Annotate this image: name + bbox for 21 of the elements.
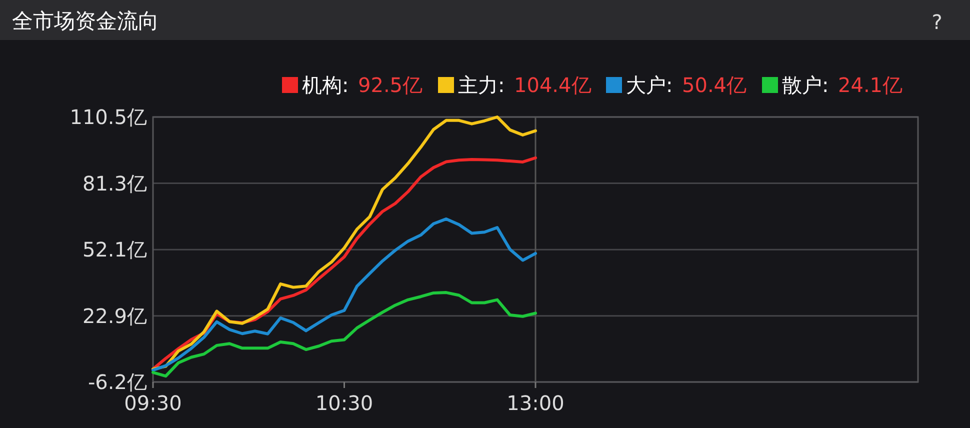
text: 92.5亿 <box>358 73 423 97</box>
legend-label: 主力: <box>458 73 505 97</box>
y-tick-label: 52.1亿 <box>82 238 147 262</box>
text: 50.4亿 <box>682 73 747 97</box>
x-tick-label: 13:00 <box>506 391 564 415</box>
legend-label: 散户: <box>782 73 829 97</box>
line-series <box>152 291 537 378</box>
y-tick-label: 22.9亿 <box>82 304 147 328</box>
legend-label: 大户: <box>626 73 673 97</box>
line-series <box>152 217 537 372</box>
x-tick-label: 09:30 <box>124 391 182 415</box>
text: 24.1亿 <box>838 73 903 97</box>
y-tick-label: 81.3亿 <box>82 171 147 196</box>
text: 104.4亿 <box>514 73 592 97</box>
legend-label: 机构: <box>302 73 349 97</box>
help-icon: ? <box>932 10 942 34</box>
x-tick-label: 10:30 <box>315 391 374 415</box>
line-series <box>152 116 537 371</box>
y-tick-label: 110.5亿 <box>70 105 147 129</box>
y-tick-label: -6.2亿 <box>88 370 147 394</box>
chart-title: 全市场资金流向 <box>12 9 159 33</box>
